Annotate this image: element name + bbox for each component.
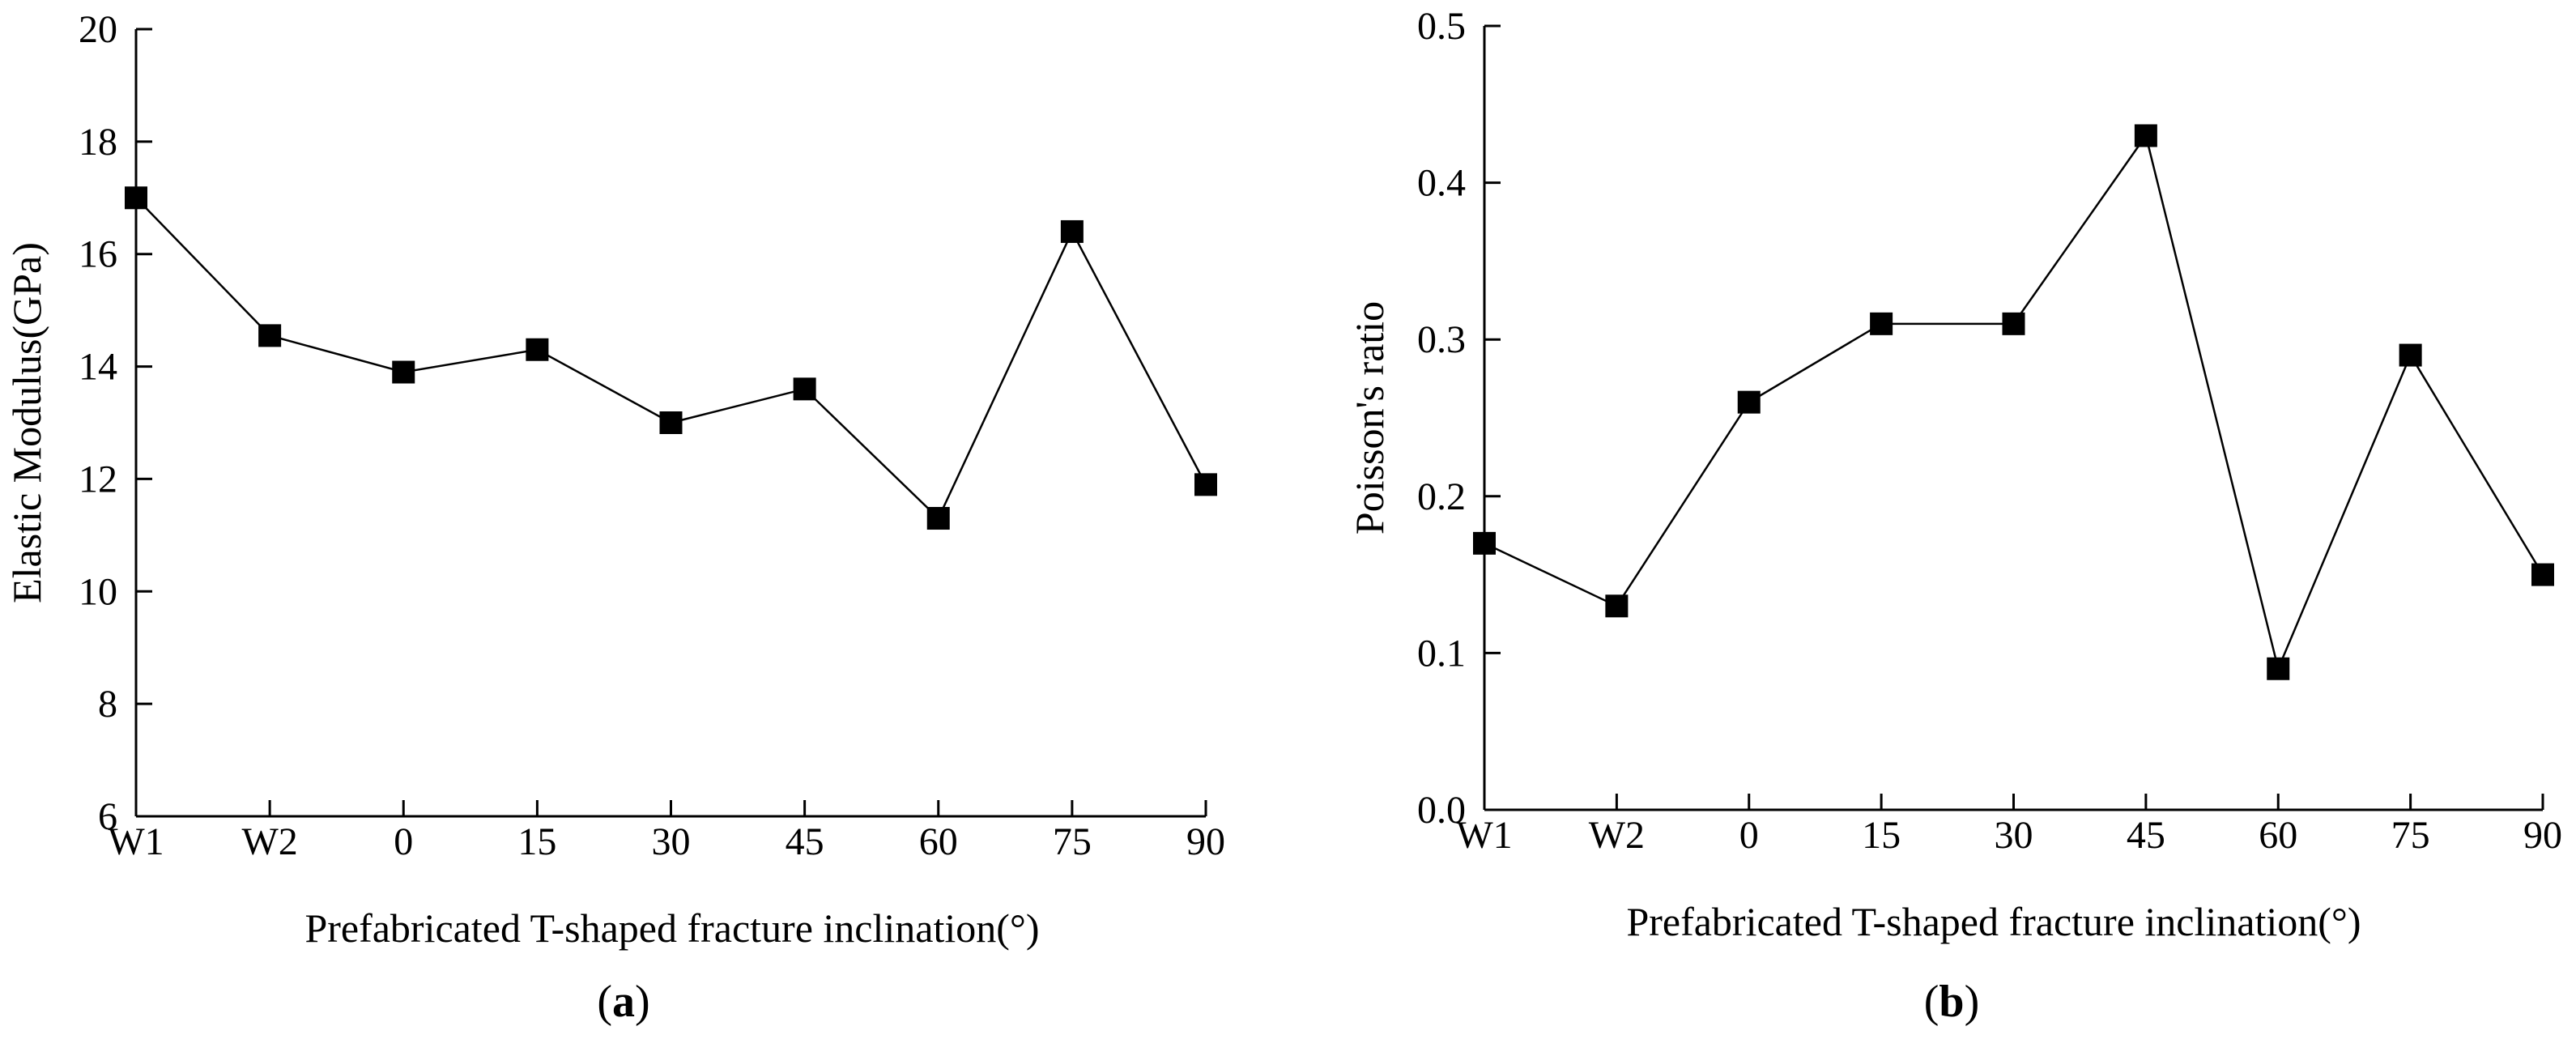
x-ticks-a: W1 W2 0 15 30 45 60 75 90 [108, 800, 1225, 863]
data-point-marker [926, 507, 950, 530]
y-tick-label: 0.1 [1417, 632, 1466, 675]
x-tick-label: 45 [2127, 814, 2165, 857]
x-tick-label: 30 [652, 820, 691, 863]
y-tick-label: 8 [98, 683, 117, 726]
x-tick-label: 90 [1186, 820, 1225, 863]
x-tick-label: W2 [241, 820, 297, 863]
data-point-marker [258, 324, 282, 347]
data-point-marker [659, 411, 683, 434]
y-tick-label: 0.4 [1417, 162, 1466, 205]
y-tick-label: 6 [98, 795, 117, 838]
data-point-marker [1605, 594, 1629, 618]
y-tick-label: 0.5 [1417, 5, 1466, 48]
y-tick-label: 14 [79, 346, 117, 389]
y-tick-label: 16 [79, 233, 117, 276]
x-tick-label: 60 [919, 820, 958, 863]
y-tick-label: 0.2 [1417, 475, 1466, 518]
data-point-marker [526, 338, 549, 361]
markers-b [1473, 124, 2554, 680]
x-tick-label: W2 [1589, 814, 1645, 857]
markers-a [125, 186, 1217, 530]
x-tick-label: W1 [108, 820, 164, 863]
data-point-marker [1194, 473, 1217, 496]
x-tick-label: W1 [1456, 814, 1512, 857]
x-tick-label: 75 [1053, 820, 1092, 863]
data-point-marker [2267, 657, 2290, 680]
chart-panel-b: 0.0 0.1 0.2 0.3 0.4 0.5 W1 W2 0 15 30 45 60 75 90 Poi… [1347, 5, 2562, 1027]
data-point-marker [125, 186, 147, 210]
y-tick-label: 10 [79, 570, 117, 613]
y-tick-label: 0.3 [1417, 318, 1466, 361]
data-point-marker [392, 360, 415, 384]
x-axis-title-a: Prefabricated T-shaped fracture inclinat… [304, 905, 1039, 951]
series-line-a [135, 197, 1207, 521]
y-ticks-a: 6 8 10 12 14 16 18 20 [79, 8, 152, 838]
chart-panel-a: 6 8 10 12 14 16 18 20 W1 W2 0 15 30 45 60 75 90 Elastic… [4, 8, 1225, 1027]
y-tick-label: 0.0 [1417, 789, 1466, 832]
y-axis-title-a: Elastic Modulus(GPa) [4, 242, 49, 603]
data-point-marker [1870, 312, 1893, 335]
y-tick-label: 12 [79, 458, 117, 500]
data-point-marker [2134, 124, 2157, 147]
y-tick-label: 20 [79, 8, 117, 51]
y-tick-label: 18 [79, 121, 117, 164]
data-point-marker [1473, 531, 1496, 555]
series-line-b [1484, 133, 2544, 672]
data-point-marker [1060, 219, 1084, 243]
x-tick-label: 90 [2523, 814, 2562, 857]
x-axis-title-b: Prefabricated T-shaped fracture inclinat… [1626, 899, 2361, 944]
panel-label-a: (a) [597, 977, 649, 1027]
y-axis-title-b: Poisson's ratio [1347, 301, 1392, 534]
x-tick-label: 0 [1739, 814, 1759, 857]
panel-label-b: (b) [1924, 977, 1979, 1027]
x-tick-label: 75 [2391, 814, 2430, 857]
x-tick-label: 0 [394, 820, 413, 863]
data-point-marker [2002, 312, 2025, 335]
y-ticks-b: 0.0 0.1 0.2 0.3 0.4 0.5 [1417, 5, 1501, 832]
x-tick-label: 15 [517, 820, 556, 863]
data-point-marker [1737, 390, 1761, 414]
x-tick-label: 45 [786, 820, 824, 863]
x-tick-label: 15 [1862, 814, 1901, 857]
x-tick-label: 60 [2259, 814, 2297, 857]
data-point-marker [2399, 343, 2422, 367]
x-tick-label: 30 [1995, 814, 2033, 857]
data-point-marker [2531, 563, 2554, 586]
x-ticks-b: W1 W2 0 15 30 45 60 75 90 [1456, 794, 2562, 857]
data-point-marker [793, 377, 816, 401]
